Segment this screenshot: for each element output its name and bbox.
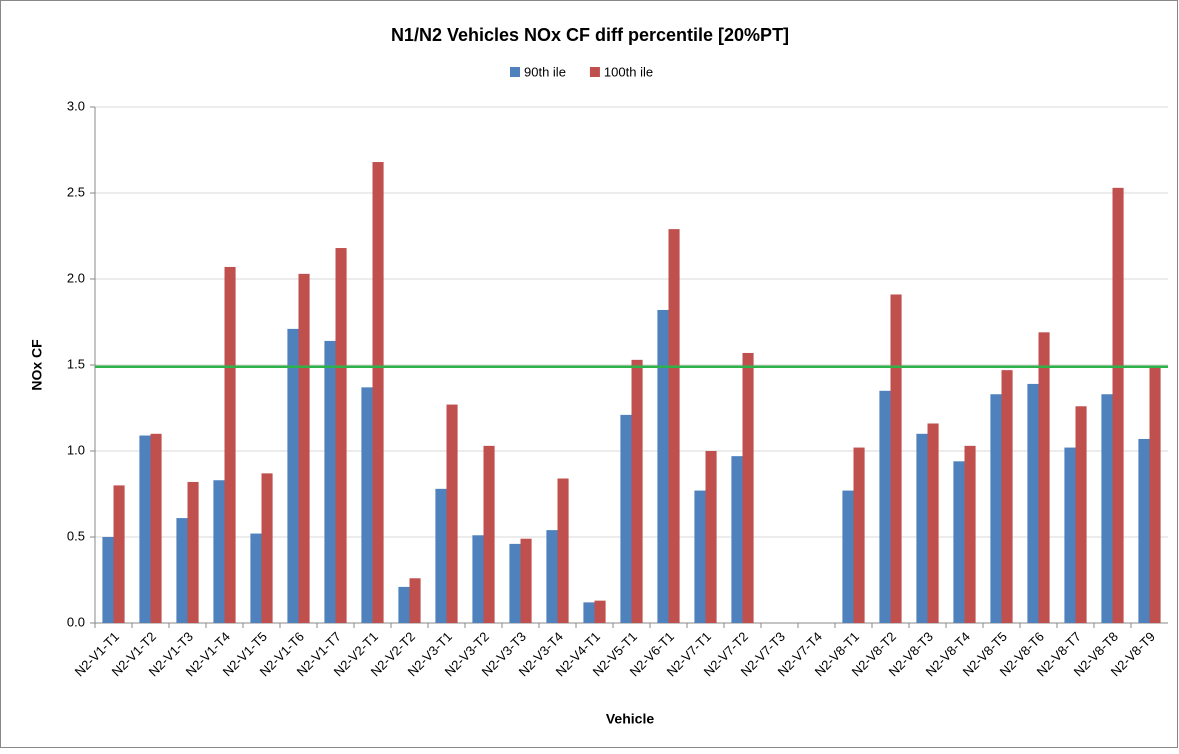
bar [435, 488, 447, 623]
bar [705, 451, 717, 623]
bar [1138, 438, 1150, 623]
y-axis-label: NOx CF [29, 339, 45, 391]
legend-swatch [510, 67, 520, 77]
bar [1027, 383, 1039, 623]
y-tick-label: 1.0 [67, 442, 85, 457]
bar [398, 586, 410, 623]
bar [372, 162, 384, 624]
bar [520, 538, 532, 623]
y-tick-label: 3.0 [67, 98, 85, 113]
chart-title: N1/N2 Vehicles NOx CF diff percentile [2… [391, 25, 789, 45]
bar [139, 435, 151, 623]
bar [1038, 332, 1050, 623]
bar [853, 447, 865, 623]
y-tick-label: 0.0 [67, 614, 85, 629]
legend-label: 100th ile [604, 64, 653, 79]
y-tick-label: 1.5 [67, 356, 85, 371]
bar [842, 490, 854, 623]
bar [324, 340, 336, 623]
x-axis-label: Vehicle [606, 711, 654, 727]
bar [187, 481, 199, 623]
bar [557, 478, 569, 623]
bar [1101, 394, 1113, 623]
bar [890, 294, 902, 623]
bar [879, 390, 891, 623]
y-tick-label: 2.5 [67, 184, 85, 199]
bar [446, 404, 458, 623]
bar [583, 602, 595, 623]
bar [150, 433, 162, 623]
bar [1149, 366, 1161, 623]
bar [1112, 187, 1124, 623]
bar [472, 535, 484, 623]
bar [298, 273, 310, 623]
bar [657, 309, 669, 623]
bar [509, 543, 521, 623]
bar [261, 473, 273, 623]
bar [287, 328, 299, 623]
y-tick-label: 2.0 [67, 270, 85, 285]
bar [250, 533, 262, 623]
y-tick-label: 0.5 [67, 528, 85, 543]
bar [916, 433, 928, 623]
bar [964, 445, 976, 623]
bar [361, 387, 373, 623]
bar [620, 414, 632, 623]
bar [953, 461, 965, 623]
bar [742, 352, 754, 623]
legend-swatch [589, 67, 600, 77]
bar [1075, 406, 1087, 623]
bar [694, 490, 706, 623]
bar [483, 445, 495, 623]
legend-label: 90th ile [524, 64, 566, 79]
bar [102, 537, 114, 623]
bar [1064, 447, 1076, 623]
bar [113, 485, 125, 623]
bar [668, 229, 680, 623]
bar [213, 480, 225, 623]
bar [546, 530, 558, 623]
bar [927, 423, 939, 623]
bar [1001, 370, 1013, 623]
bar [224, 266, 236, 623]
bar [176, 518, 188, 623]
bar [990, 394, 1002, 623]
bar [731, 456, 743, 623]
bar [594, 600, 606, 623]
bar [631, 359, 643, 623]
bar [335, 248, 347, 624]
bar [409, 578, 421, 623]
